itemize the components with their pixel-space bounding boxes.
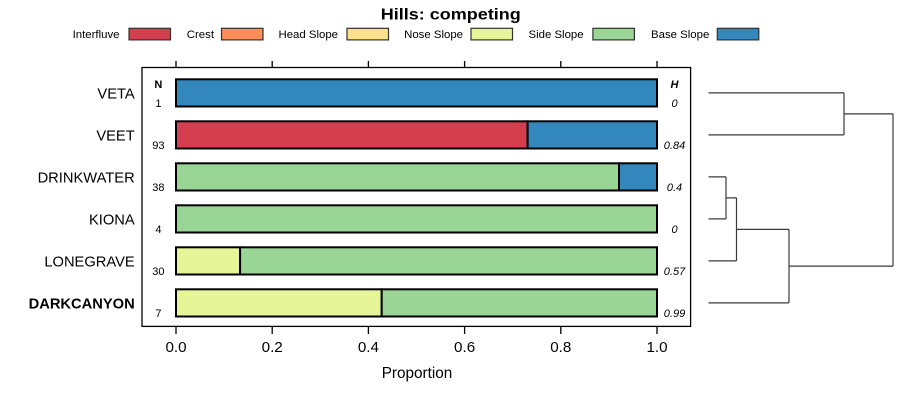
svg-text:Head Slope: Head Slope bbox=[278, 29, 338, 41]
svg-text:VETA: VETA bbox=[97, 87, 134, 103]
svg-text:Base Slope: Base Slope bbox=[651, 29, 709, 41]
svg-text:Nose Slope: Nose Slope bbox=[404, 29, 463, 41]
svg-text:DRINKWATER: DRINKWATER bbox=[38, 171, 135, 187]
svg-text:H: H bbox=[671, 79, 680, 91]
svg-text:LONEGRAVE: LONEGRAVE bbox=[44, 255, 135, 271]
svg-text:Crest: Crest bbox=[187, 29, 215, 41]
svg-text:1: 1 bbox=[155, 98, 161, 110]
svg-text:30: 30 bbox=[152, 266, 164, 278]
svg-text:0.2: 0.2 bbox=[262, 339, 283, 356]
svg-text:0.84: 0.84 bbox=[664, 140, 685, 152]
svg-text:7: 7 bbox=[155, 308, 161, 320]
svg-text:4: 4 bbox=[155, 224, 161, 236]
svg-text:0: 0 bbox=[671, 224, 678, 236]
svg-text:VEET: VEET bbox=[96, 129, 134, 145]
svg-text:0.6: 0.6 bbox=[454, 339, 475, 356]
svg-text:Hills: competing: Hills: competing bbox=[381, 7, 521, 24]
svg-text:1.0: 1.0 bbox=[646, 339, 667, 356]
svg-text:0.4: 0.4 bbox=[358, 339, 379, 356]
svg-text:Side Slope: Side Slope bbox=[528, 29, 583, 41]
svg-text:0.57: 0.57 bbox=[664, 266, 686, 278]
svg-text:DARKCANYON: DARKCANYON bbox=[29, 297, 135, 313]
svg-text:0.99: 0.99 bbox=[664, 308, 685, 320]
svg-text:93: 93 bbox=[152, 140, 164, 152]
svg-text:38: 38 bbox=[152, 182, 164, 194]
svg-text:Proportion: Proportion bbox=[382, 365, 453, 382]
svg-text:KIONA: KIONA bbox=[89, 213, 135, 229]
svg-text:0.8: 0.8 bbox=[550, 339, 571, 356]
svg-text:0.0: 0.0 bbox=[165, 339, 186, 356]
svg-text:N: N bbox=[154, 79, 162, 91]
svg-text:0: 0 bbox=[671, 98, 678, 110]
svg-text:0.4: 0.4 bbox=[667, 182, 682, 194]
svg-text:Interfluve: Interfluve bbox=[73, 29, 120, 41]
